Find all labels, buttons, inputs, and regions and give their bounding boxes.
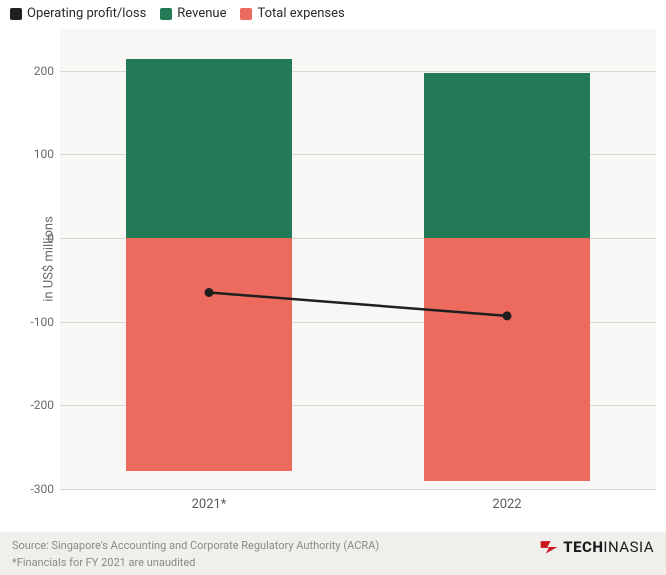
legend-item: Total expenses [240,6,344,21]
footer-text: Source: Singapore's Accounting and Corpo… [12,538,379,571]
legend: Operating profit/loss Revenue Total expens… [0,0,666,25]
bar-expenses [424,238,591,481]
bar-revenue [126,59,293,238]
legend-label: Total expenses [257,6,344,21]
y-axis-label: in US$ millions [41,216,56,302]
y-tick-label: 0 [18,231,54,245]
x-tick-label: 2022 [492,497,521,512]
legend-swatch [10,8,22,20]
y-tick-label: -300 [18,482,54,496]
bar-revenue [424,73,591,238]
gridline [60,489,656,490]
legend-swatch [240,8,252,20]
y-tick-label: -100 [18,315,54,329]
brand-icon [539,539,559,555]
plot-area: -300-200-10001002002021*2022 [60,29,656,489]
legend-label: Revenue [177,6,226,21]
source-line: Source: Singapore's Accounting and Corpo… [12,538,379,555]
legend-label: Operating profit/loss [27,6,146,21]
chart: in US$ millions -300-200-10001002002021*… [10,29,656,489]
brand-text: TECHINASIA [563,538,654,556]
y-tick-label: -200 [18,398,54,412]
legend-swatch [160,8,172,20]
note-line: *Financials for FY 2021 are unaudited [12,555,379,572]
legend-item: Revenue [160,6,226,21]
y-tick-label: 200 [18,64,54,78]
footer: Source: Singapore's Accounting and Corpo… [0,532,666,575]
legend-item: Operating profit/loss [10,6,146,21]
brand-logo: TECHINASIA [539,538,654,556]
x-tick-label: 2021* [192,497,227,512]
bar-expenses [126,238,293,471]
y-tick-label: 100 [18,147,54,161]
